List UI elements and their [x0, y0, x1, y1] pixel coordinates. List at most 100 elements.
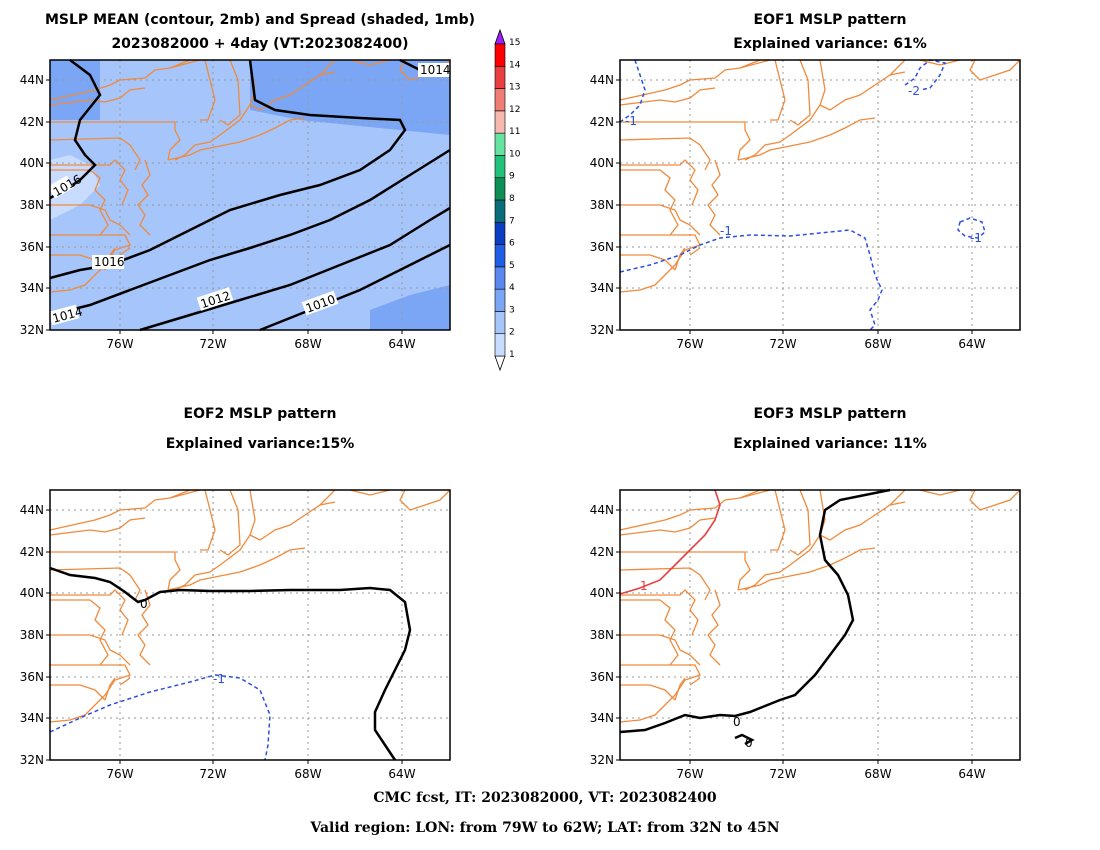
- lat-tick-label: 42N: [590, 115, 614, 129]
- map-border: [49, 489, 451, 761]
- lon-tick-label: 68W: [864, 767, 891, 781]
- colorbar-box: [494, 199, 506, 223]
- colorbar-arrow-low: [494, 355, 506, 372]
- lon-tick-label: 68W: [864, 337, 891, 351]
- colorbar-box: [494, 311, 506, 335]
- colorbar-tick-label: 3: [509, 305, 515, 315]
- colorbar-box: [494, 110, 506, 134]
- colorbar-box: [494, 65, 506, 89]
- lat-tick-label: 36N: [590, 670, 614, 684]
- panel-title-line2: 2023082000 + 4day (VT:2023082400): [111, 36, 408, 52]
- colorbar-box: [494, 288, 506, 312]
- panel-title-line2: Explained variance:15%: [166, 436, 355, 452]
- colorbar-tick-label: 10: [509, 149, 521, 159]
- lat-tick-label: 44N: [20, 503, 44, 517]
- eof-contours: [619, 488, 891, 746]
- footer-forecast-info: CMC fcst, IT: 2023082000, VT: 2023082400: [373, 790, 716, 806]
- lon-tick-label: 72W: [769, 337, 796, 351]
- contour-label: -1: [970, 231, 982, 245]
- map-frame: 1016 1016 1014 1012 1010 1014: [47, 58, 451, 332]
- panel-title-line1: EOF2 MSLP pattern: [184, 406, 337, 422]
- lat-tick-label: 38N: [590, 628, 614, 642]
- map-frame: 0 -1: [49, 489, 451, 761]
- colorbar-tick-label: 8: [509, 194, 515, 204]
- lon-tick-label: 76W: [676, 337, 703, 351]
- lat-tick-label: 32N: [20, 753, 44, 767]
- lat-tick-label: 42N: [590, 545, 614, 559]
- lat-tick-label: 38N: [20, 628, 44, 642]
- lon-tick-label: 72W: [199, 337, 226, 351]
- panel-title-line1: EOF3 MSLP pattern: [754, 406, 907, 422]
- lat-tick-label: 34N: [20, 281, 44, 295]
- contour-label: 1014: [420, 63, 451, 77]
- lat-tick-label: 38N: [590, 198, 614, 212]
- contour-label: 0: [733, 715, 741, 729]
- panel-title-line1: EOF1 MSLP pattern: [754, 12, 907, 28]
- contour-label: 1016: [94, 255, 125, 269]
- spread-shade-3-north: [250, 60, 450, 135]
- map-border: [49, 59, 451, 331]
- lon-tick-label: 64W: [958, 767, 985, 781]
- contour-label: 0: [140, 597, 148, 611]
- colorbar-tick-label: 6: [509, 239, 515, 249]
- lon-tick-label: 76W: [676, 767, 703, 781]
- lon-tick-label: 64W: [388, 767, 415, 781]
- panel-mslp-mean: MSLP MEAN (contour, 2mb) and Spread (sha…: [45, 12, 521, 372]
- lat-tick-label: 44N: [20, 73, 44, 87]
- lat-tick-label: 44N: [590, 503, 614, 517]
- contour-label: 1: [640, 579, 648, 593]
- eof-contours: [619, 59, 986, 331]
- contour-label: -1: [213, 672, 225, 686]
- contour-label: -1: [625, 114, 637, 128]
- colorbar-tick-label: 7: [509, 216, 515, 226]
- lat-tick-label: 36N: [20, 240, 44, 254]
- colorbar-box: [494, 155, 506, 179]
- map-border: [619, 59, 1021, 331]
- colorbar-tick-label: 2: [509, 328, 515, 338]
- lat-tick-label: 40N: [20, 586, 44, 600]
- lat-tick-label: 34N: [590, 711, 614, 725]
- footer-valid-region: Valid region: LON: from 79W to 62W; LAT:…: [309, 820, 779, 836]
- contour-labels: 1 0 0: [640, 579, 753, 750]
- lon-tick-label: 76W: [106, 337, 133, 351]
- panel-eof2: EOF2 MSLP pattern Explained variance:15%…: [49, 406, 451, 761]
- contour-label: -1: [720, 224, 732, 238]
- colorbar-tick-label: 13: [509, 83, 520, 93]
- colorbar-tick-label: 14: [509, 60, 521, 70]
- contour-label: -2: [908, 84, 920, 98]
- colorbar-box: [494, 177, 506, 201]
- lat-tick-label: 36N: [590, 240, 614, 254]
- lon-tick-label: 68W: [294, 767, 321, 781]
- panel-eof3: EOF3 MSLP pattern Explained variance: 11…: [619, 406, 1021, 761]
- grid-lines: [620, 490, 1020, 760]
- colorbar-tick-label: 9: [509, 172, 515, 182]
- lon-tick-label: 72W: [769, 767, 796, 781]
- colorbar-box: [494, 333, 506, 357]
- lat-tick-label: 32N: [590, 753, 614, 767]
- lat-tick-label: 34N: [20, 711, 44, 725]
- contour-label: 0: [745, 736, 753, 750]
- lon-tick-label: 72W: [199, 767, 226, 781]
- colorbar-box: [494, 132, 506, 156]
- lat-tick-label: 32N: [20, 323, 44, 337]
- lat-tick-label: 36N: [20, 670, 44, 684]
- lat-tick-label: 40N: [590, 586, 614, 600]
- map-frame: -1 -2 -1 -1: [619, 59, 1021, 331]
- colorbar-tick-label: 15: [509, 38, 520, 48]
- lat-tick-label: 38N: [20, 198, 44, 212]
- map-border: [619, 489, 1021, 761]
- lat-tick-label: 44N: [590, 73, 614, 87]
- lon-tick-label: 68W: [294, 337, 321, 351]
- lat-tick-label: 34N: [590, 281, 614, 295]
- colorbar-tick-label: 4: [509, 283, 515, 293]
- lat-tick-label: 40N: [20, 156, 44, 170]
- colorbar-tick-label: 5: [509, 261, 515, 271]
- panel-title-line2: Explained variance: 11%: [733, 436, 926, 452]
- contour-labels: -1 -2 -1 -1: [625, 84, 982, 245]
- lat-tick-label: 40N: [590, 156, 614, 170]
- colorbar-tick-label: 12: [509, 105, 520, 115]
- eof-contours: [49, 566, 412, 761]
- colorbar-box: [494, 266, 506, 290]
- lat-tick-label: 32N: [590, 323, 614, 337]
